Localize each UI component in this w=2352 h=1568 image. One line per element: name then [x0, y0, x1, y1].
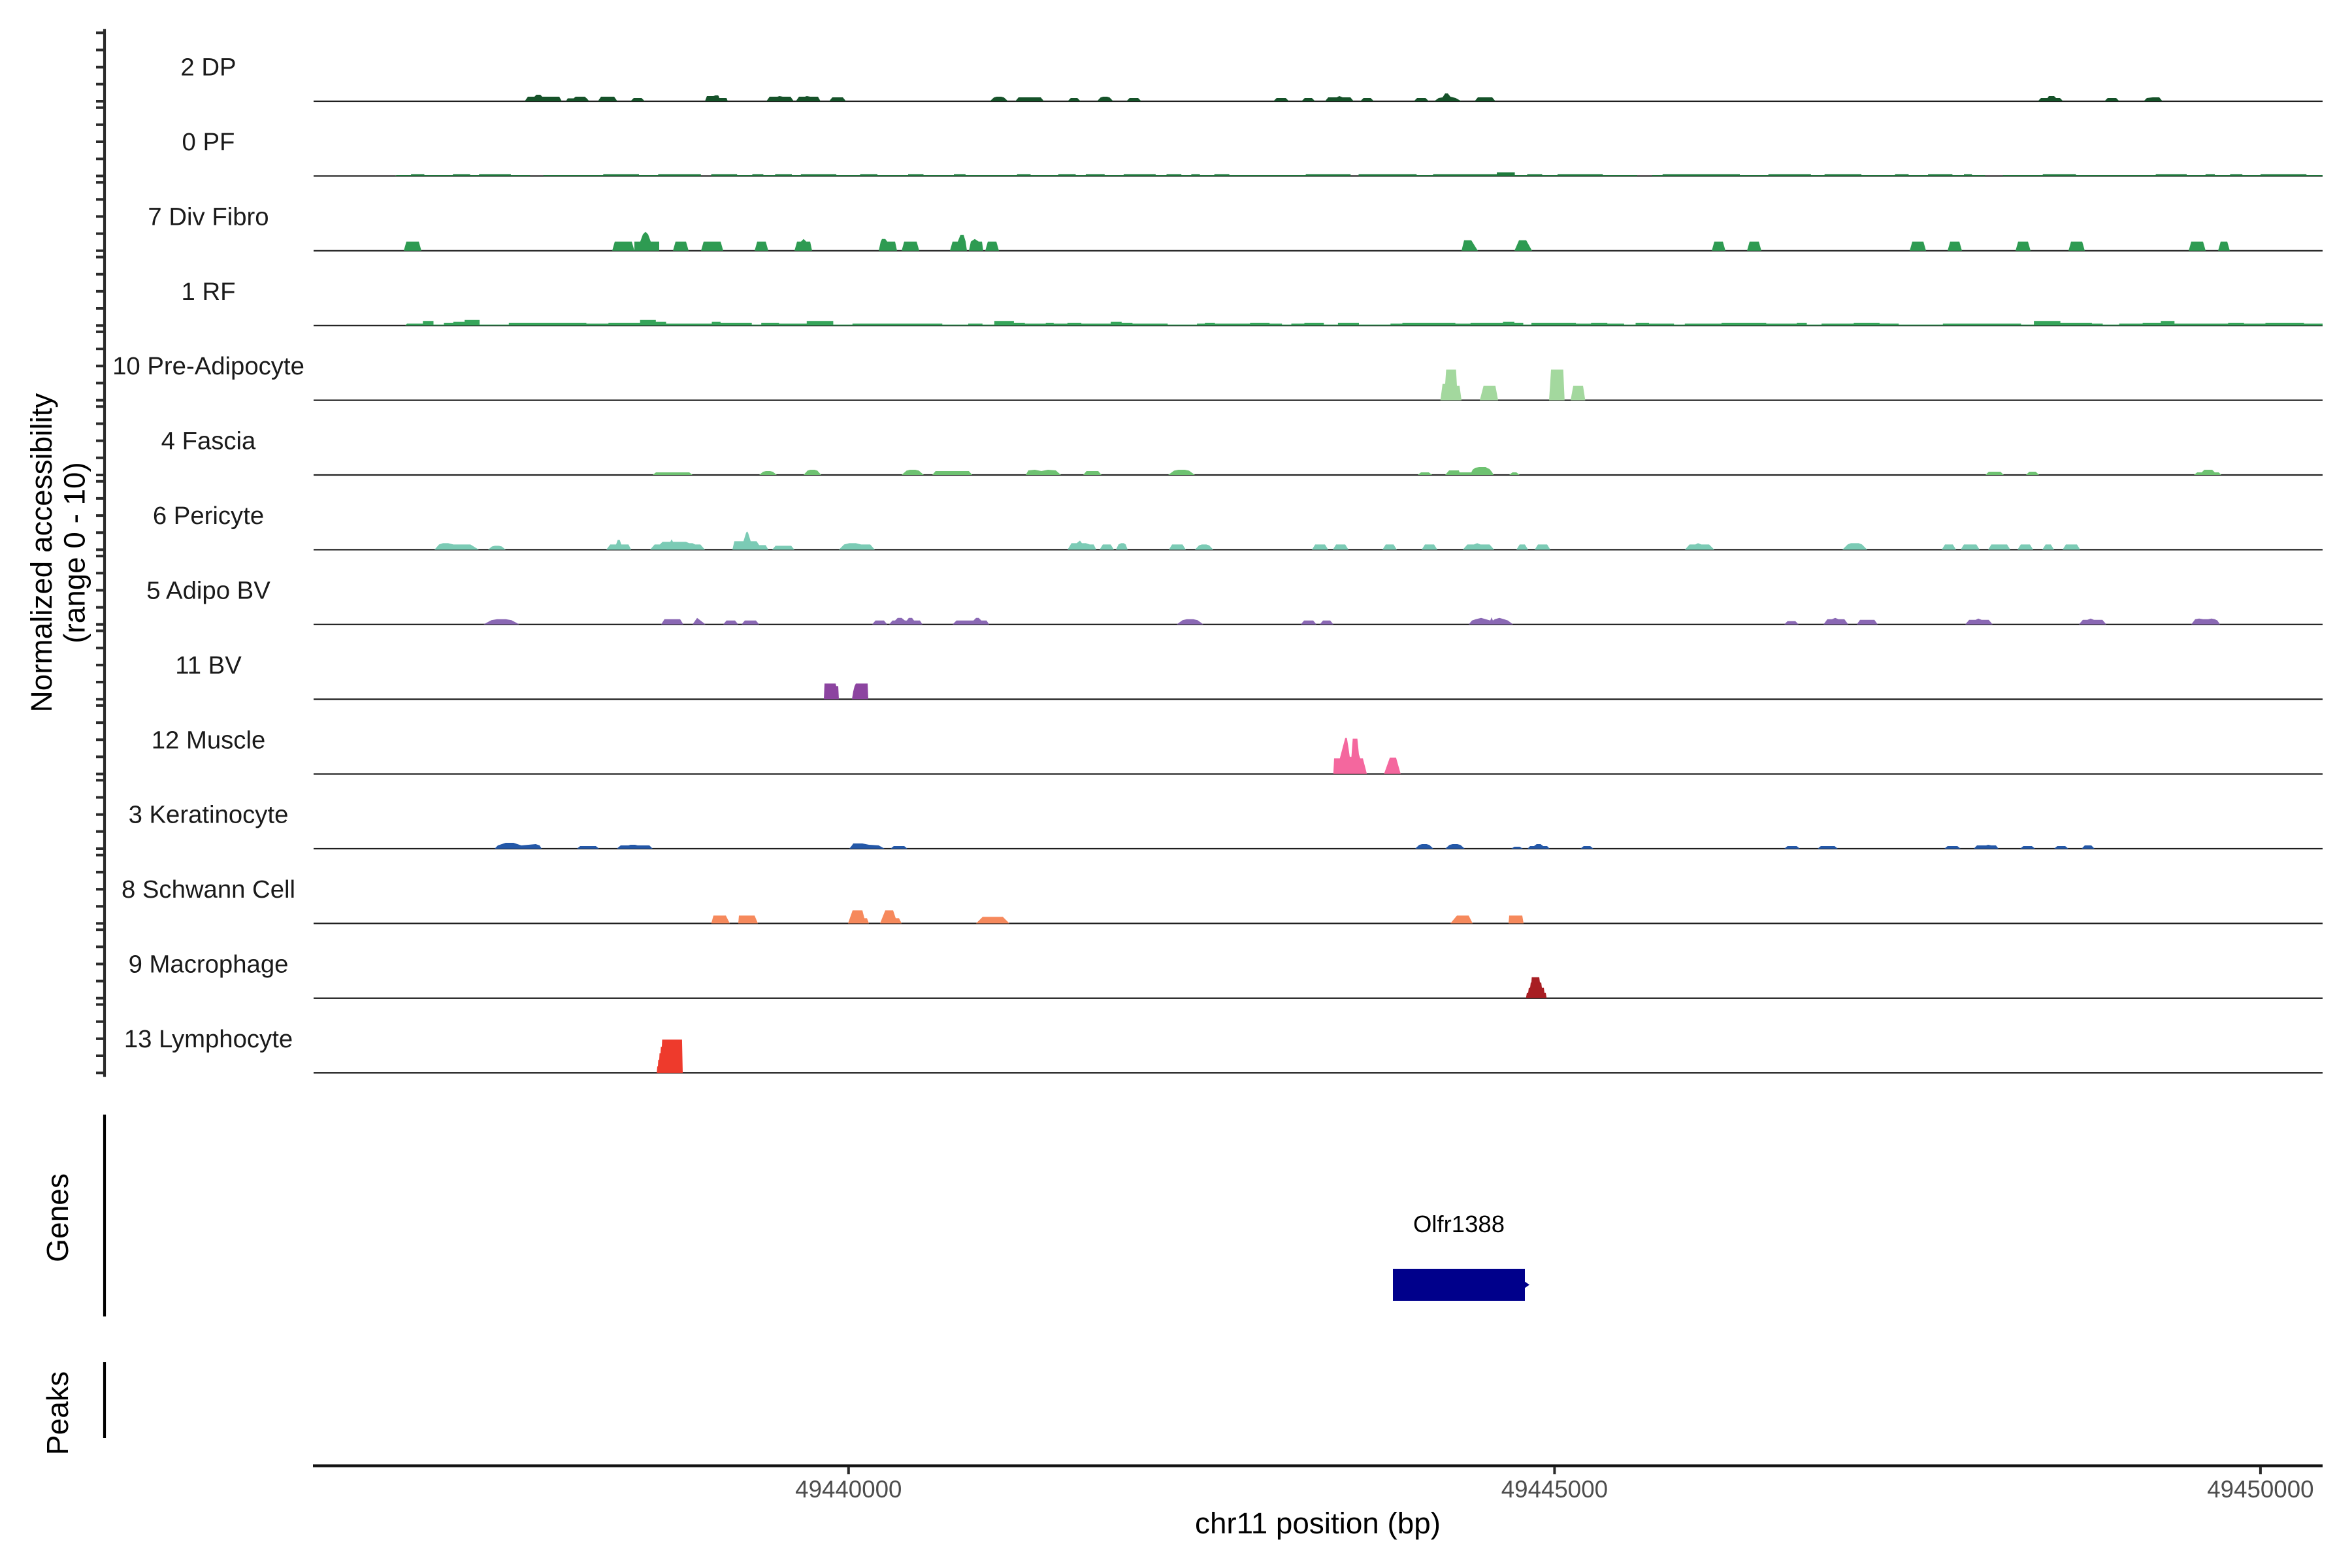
svg-text:49445000: 49445000 — [1501, 1476, 1608, 1503]
svg-text:13 Lymphocyte: 13 Lymphocyte — [124, 1025, 293, 1053]
svg-text:5 Adipo BV: 5 Adipo BV — [146, 577, 270, 605]
svg-text:10 Pre-Adipocyte: 10 Pre-Adipocyte — [112, 352, 304, 380]
svg-text:0 PF: 0 PF — [182, 128, 235, 156]
svg-text:49450000: 49450000 — [2207, 1476, 2313, 1503]
svg-text:49440000: 49440000 — [795, 1476, 902, 1503]
svg-text:6 Pericyte: 6 Pericyte — [153, 502, 264, 530]
svg-text:12 Muscle: 12 Muscle — [152, 726, 266, 754]
svg-text:3 Keratinocyte: 3 Keratinocyte — [129, 801, 289, 829]
svg-text:2 DP: 2 DP — [180, 54, 236, 82]
svg-text:11 BV: 11 BV — [175, 651, 242, 679]
svg-text:Normalized accessibility: Normalized accessibility — [25, 393, 58, 713]
svg-text:7 Div Fibro: 7 Div Fibro — [148, 203, 269, 231]
svg-text:9 Macrophage: 9 Macrophage — [129, 951, 289, 979]
svg-text:Olfr1388: Olfr1388 — [1413, 1211, 1505, 1237]
svg-text:8 Schwann Cell: 8 Schwann Cell — [122, 875, 295, 904]
svg-text:(range 0 - 10): (range 0 - 10) — [58, 462, 91, 643]
svg-text:chr11 position (bp): chr11 position (bp) — [1195, 1507, 1441, 1540]
svg-text:Genes: Genes — [41, 1173, 74, 1262]
svg-text:4 Fascia: 4 Fascia — [161, 427, 256, 455]
svg-text:1 RF: 1 RF — [182, 278, 236, 306]
svg-text:Peaks: Peaks — [41, 1371, 74, 1455]
